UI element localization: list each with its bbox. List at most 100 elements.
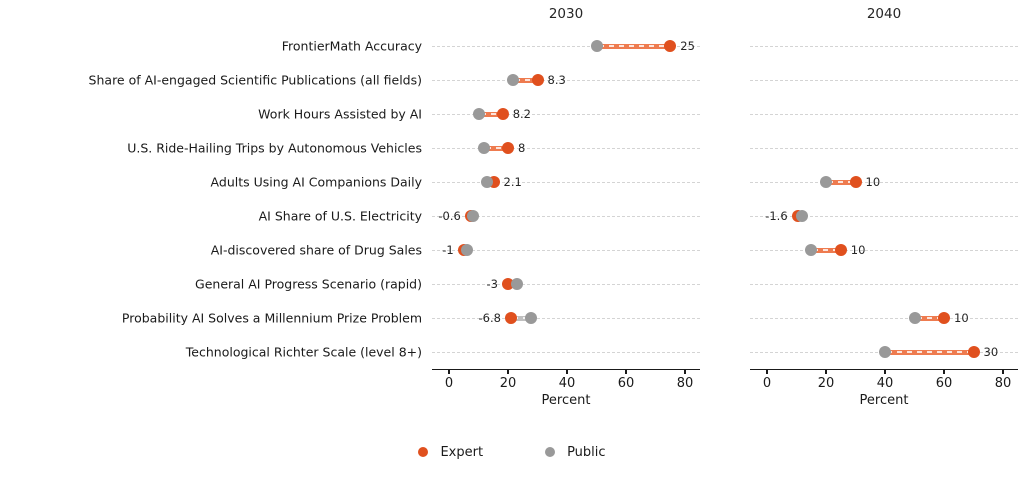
legend-item-expert: Expert (418, 445, 483, 460)
difference-label: 10 (865, 175, 881, 189)
gridline (750, 250, 1018, 251)
connector-dash (515, 79, 536, 81)
x-axis-tick (943, 370, 945, 374)
difference-label: 8.3 (547, 73, 566, 87)
gridline (750, 46, 1018, 47)
connector-dash (598, 45, 669, 47)
category-label: FrontierMath Accuracy (281, 38, 422, 54)
category-label: Work Hours Assisted by AI (258, 106, 422, 122)
public-dot-icon (545, 447, 556, 457)
x-axis-label-2040: Percent (859, 393, 909, 408)
public-data-point (796, 210, 809, 222)
difference-label: -6.8 (478, 311, 501, 325)
gridline (750, 318, 1018, 319)
expert-data-point (531, 74, 544, 86)
expert-data-point (938, 312, 950, 324)
x-axis-tick (884, 370, 886, 374)
public-data-point (507, 74, 519, 86)
connector-dash (887, 351, 972, 353)
public-data-point (590, 40, 603, 52)
category-label: AI-discovered share of Drug Sales (210, 242, 422, 258)
gridline (750, 114, 1018, 115)
gridline (432, 216, 700, 217)
public-data-point (820, 176, 832, 188)
connector-dash (486, 147, 506, 149)
public-data-point (805, 244, 818, 256)
gridline (432, 80, 700, 81)
x-axis-tick-label: 40 (558, 376, 576, 391)
x-axis-label-2030: Percent (541, 393, 591, 408)
dumbbell-connector (885, 349, 974, 355)
connector-dash (813, 249, 839, 251)
gridline (432, 250, 700, 251)
category-label: General AI Progress Scenario (rapid) (195, 276, 422, 292)
difference-label: 2.1 (503, 175, 522, 189)
legend-label-public: Public (567, 444, 606, 460)
x-axis-line (432, 369, 700, 370)
expert-data-point (502, 142, 514, 154)
dumbbell-connector (484, 145, 508, 151)
gridline (432, 284, 700, 285)
legend-label-expert: Expert (440, 444, 484, 460)
x-axis-tick (684, 370, 686, 374)
x-axis-tick-label: 60 (935, 376, 953, 391)
x-axis-tick-label: 80 (994, 376, 1012, 391)
connector-dash (480, 113, 501, 115)
public-data-point (460, 244, 473, 256)
gridline (432, 352, 700, 353)
public-data-point (908, 312, 921, 324)
difference-label: 8 (518, 141, 526, 155)
gridline (750, 216, 1018, 217)
x-axis-tick-label: 20 (499, 376, 517, 391)
x-axis-tick-label: 40 (876, 376, 894, 391)
x-axis-tick (625, 370, 627, 374)
x-axis-tick-label: 20 (817, 376, 835, 391)
dumbbell-connector (596, 43, 671, 49)
category-label: U.S. Ride-Hailing Trips by Autonomous Ve… (127, 140, 422, 156)
x-axis-tick (448, 370, 450, 374)
public-data-point (466, 210, 479, 222)
x-axis-tick (1002, 370, 1004, 374)
dumbbell-connector (826, 179, 856, 185)
panel-title-2030: 2030 (548, 6, 584, 22)
gridline (750, 182, 1018, 183)
gridline (750, 148, 1018, 149)
difference-label: -3 (486, 277, 498, 291)
difference-label: 8.2 (512, 107, 531, 121)
public-data-point (525, 312, 537, 324)
public-data-point (481, 176, 494, 188)
x-axis-tick (507, 370, 509, 374)
difference-label: 30 (983, 345, 999, 359)
gridline (750, 284, 1018, 285)
expert-data-point (664, 40, 677, 52)
public-data-point (478, 142, 491, 154)
gridline (432, 148, 700, 149)
gridline (432, 318, 700, 319)
x-axis-line (750, 369, 1018, 370)
category-label: Share of AI-engaged Scientific Publicati… (88, 72, 422, 88)
x-axis-tick (766, 370, 768, 374)
difference-label: -0.6 (438, 209, 461, 223)
panel-title-2040: 2040 (866, 6, 902, 22)
x-axis-tick-label: 0 (444, 376, 454, 391)
connector-dash (916, 317, 942, 319)
expert-data-point (849, 176, 862, 188)
gridline (432, 46, 700, 47)
x-axis-tick-label: 60 (617, 376, 635, 391)
expert-data-point (504, 312, 517, 324)
difference-label: 25 (680, 39, 695, 53)
expert-data-point (967, 346, 980, 358)
x-axis-tick-label: 80 (676, 376, 694, 391)
dumbbell-connector (478, 111, 503, 117)
legend: Expert Public (0, 440, 1024, 464)
gridline (432, 182, 700, 183)
category-label: AI Share of U.S. Electricity (258, 208, 422, 224)
x-axis-tick-label: 0 (762, 376, 772, 391)
category-label: Probability AI Solves a Millennium Prize… (121, 310, 422, 326)
expert-data-point (834, 244, 847, 256)
difference-label: 10 (954, 311, 969, 325)
connector-dash (512, 317, 529, 319)
gridline (432, 114, 700, 115)
gridline (750, 80, 1018, 81)
difference-label: 10 (850, 243, 866, 257)
